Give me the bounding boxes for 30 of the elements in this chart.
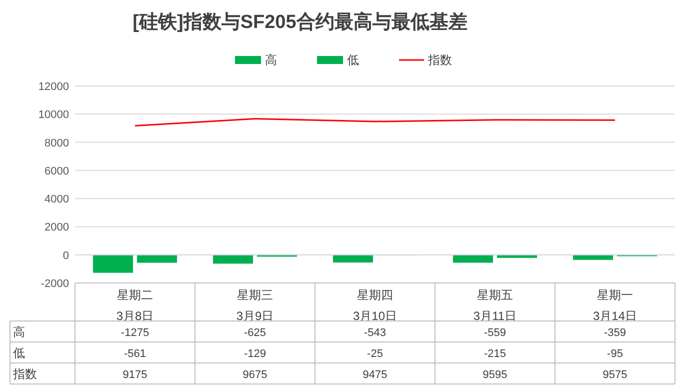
legend-label: 高 [265, 53, 277, 67]
data-label: -561 [124, 348, 146, 360]
text: 低 [13, 346, 25, 360]
data-label: -129 [244, 348, 266, 360]
data-label: -359 [604, 327, 626, 339]
data-label: -559 [484, 327, 506, 339]
legend-label: 指数 [427, 53, 452, 67]
data-label: -1275 [120, 327, 150, 339]
data-label: 9575 [602, 369, 628, 381]
data-label: 9175 [122, 369, 148, 381]
data-label: -625 [244, 327, 266, 339]
y-tick-label: 12000 [38, 81, 69, 93]
text: 指数 [13, 367, 37, 381]
y-tick-label: 8000 [44, 137, 69, 150]
data-label: 9595 [482, 369, 508, 381]
data-label: 9675 [242, 369, 268, 381]
y-tick-label: 0 [62, 250, 69, 262]
y-tick-label: 4000 [44, 194, 69, 206]
data-label: -543 [364, 327, 386, 339]
chart-title: [硅铁]指数与SF205合约最高与最低基差 [132, 11, 468, 33]
legend-label: 低 [347, 53, 359, 67]
y-tick-label: -2000 [40, 278, 69, 290]
y-tick-label: 6000 [44, 165, 69, 178]
data-label: -95 [607, 348, 623, 360]
data-label: 9475 [362, 369, 388, 381]
y-tick-label: 10000 [38, 109, 69, 122]
data-label: -215 [484, 348, 506, 360]
data-label: -25 [367, 348, 383, 360]
text: 高 [13, 325, 25, 339]
y-tick-label: 2000 [44, 222, 69, 234]
